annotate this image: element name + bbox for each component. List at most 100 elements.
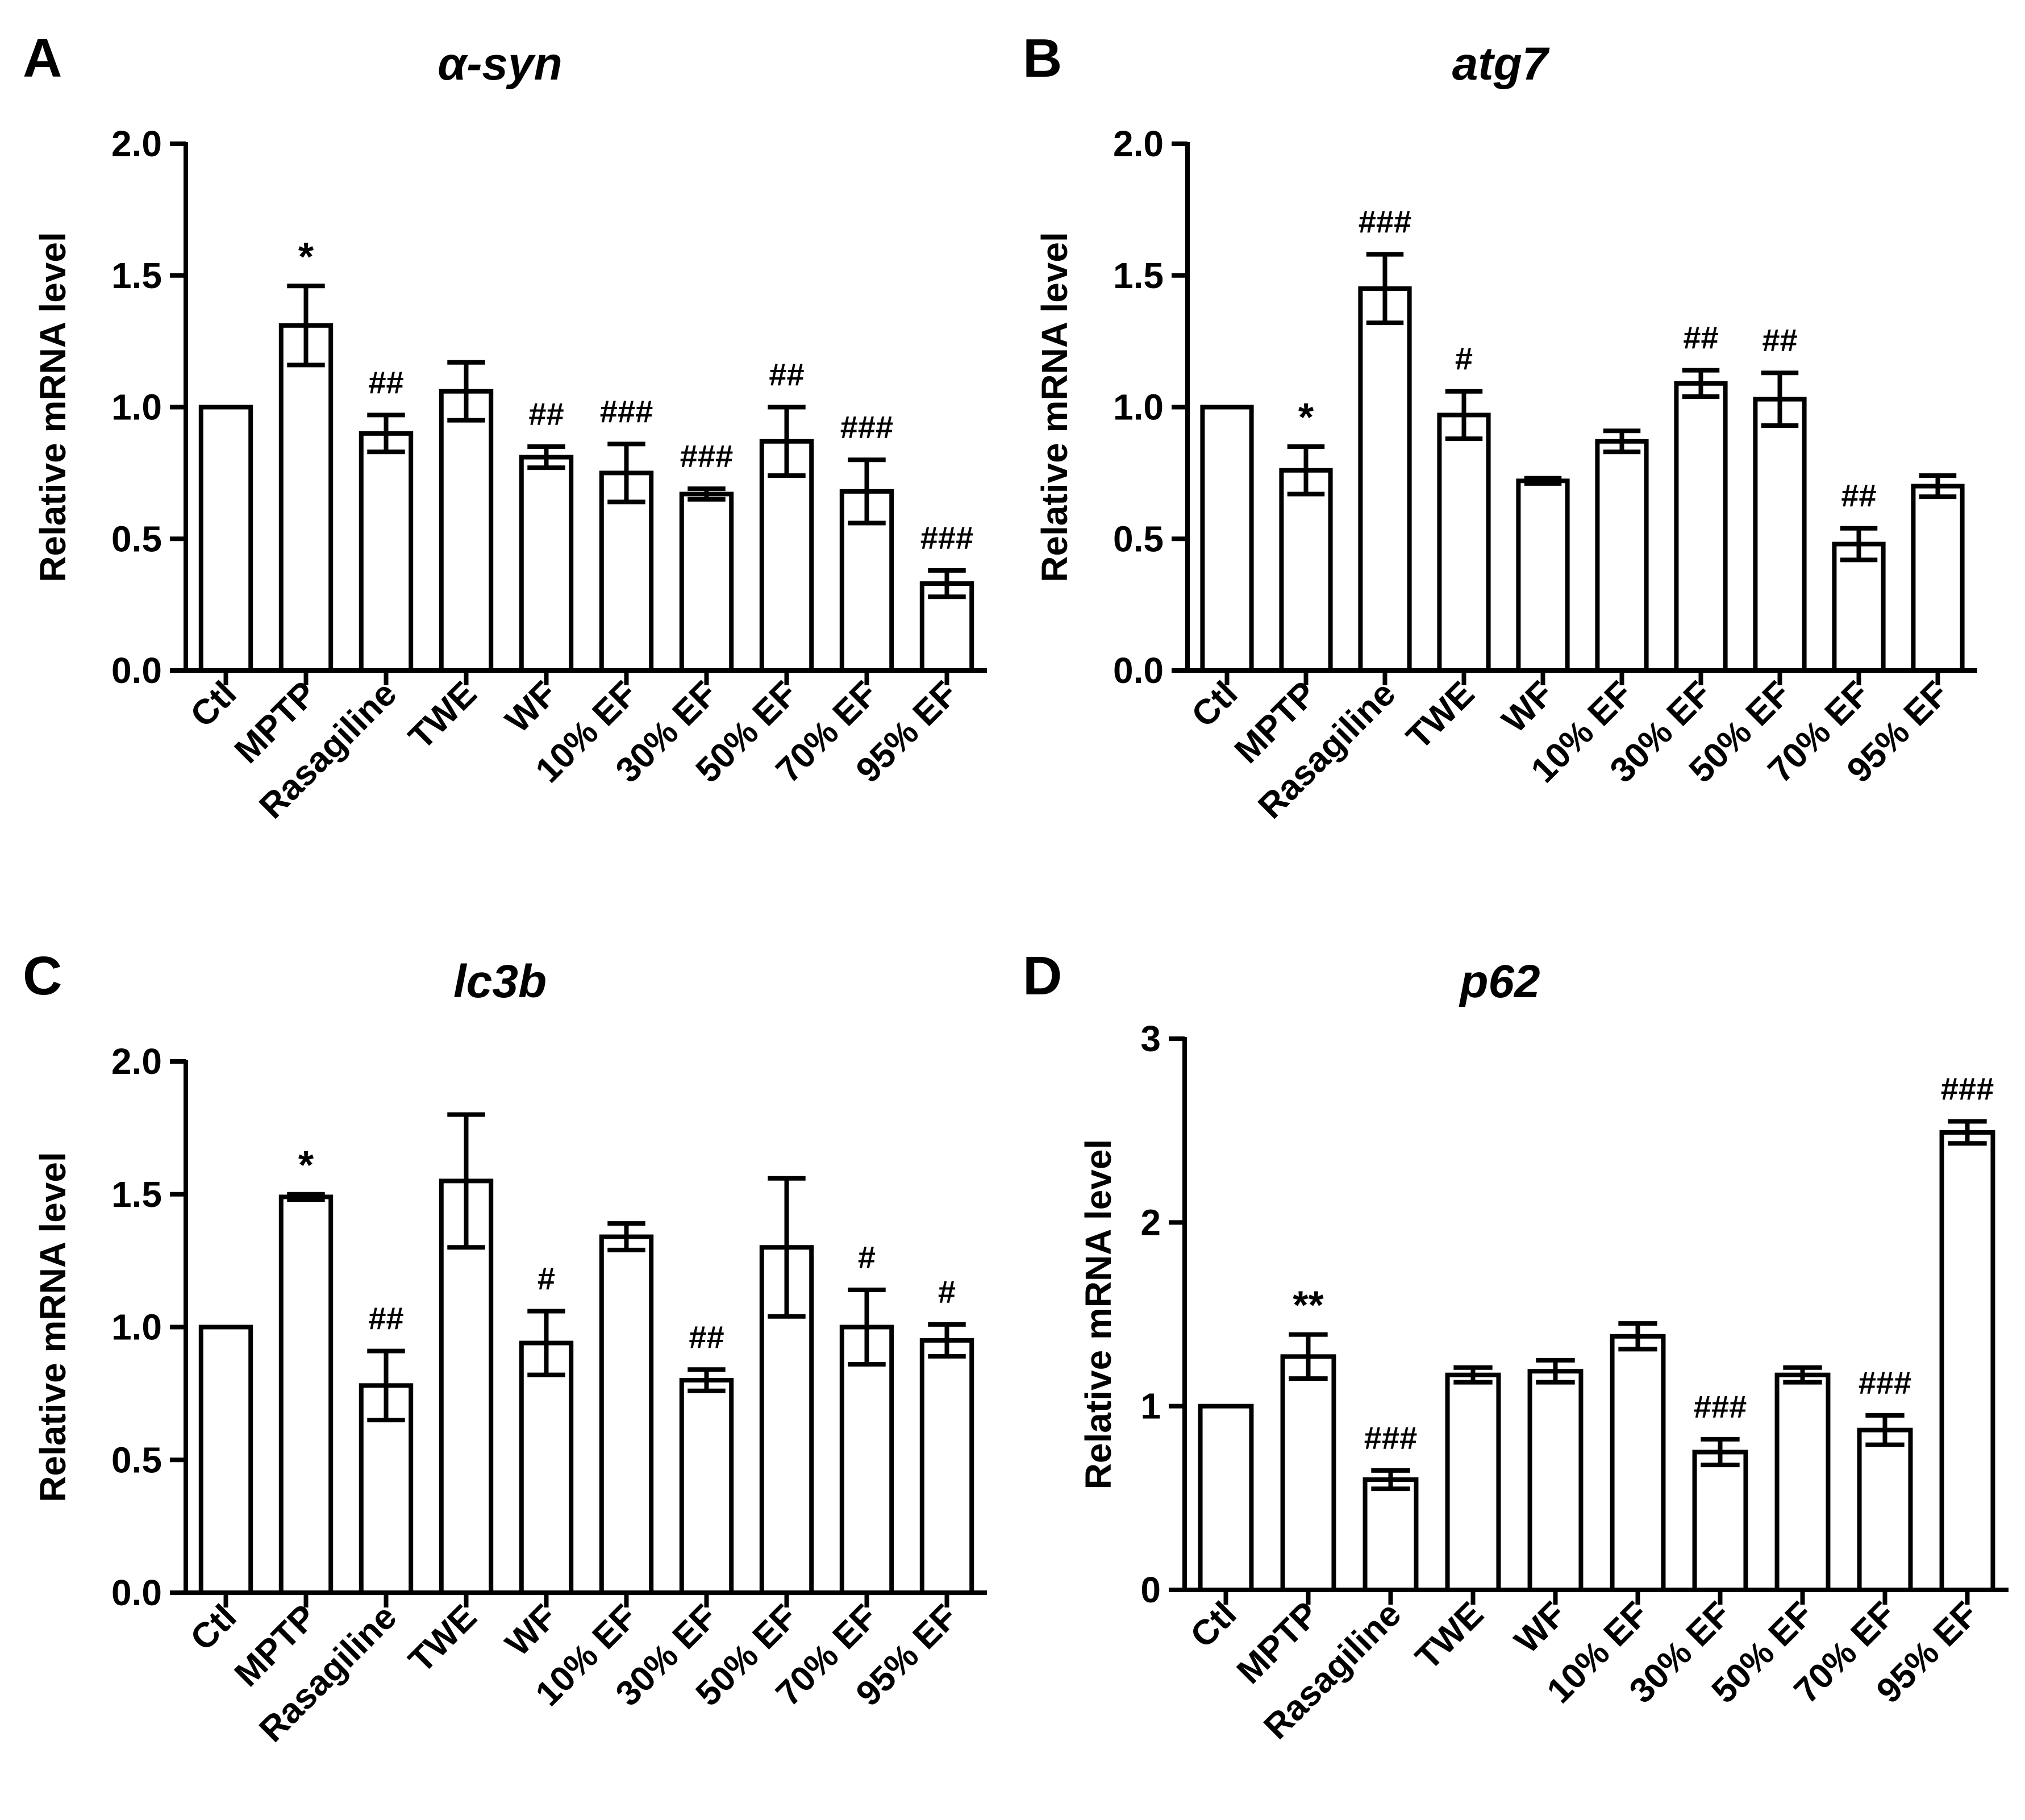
panel-letter: A [23,28,62,89]
y-tick-label: 0 [1140,1569,1161,1610]
bar [679,1378,734,1595]
bar [1692,1450,1748,1592]
x-tick-label: WF [498,1597,564,1664]
bar [1445,1372,1501,1592]
significance-label: * [1298,395,1314,439]
bar [519,455,574,673]
y-tick-label: 0.0 [111,650,162,691]
y-axis-label: Relative mRNA level [1078,1139,1119,1490]
significance-label: ### [920,520,973,556]
bar [439,389,494,673]
bar [278,1194,334,1596]
x-tick-label: TWE [1399,674,1482,757]
bar [1358,286,1412,673]
significance-label: ** [1293,1283,1324,1327]
x-tick-label: TWE [1408,1594,1491,1677]
y-tick-label: 0.5 [111,518,162,559]
significance-label: # [538,1260,555,1296]
significance-label: ### [680,438,733,474]
significance-label: ## [1841,478,1876,514]
x-tick-label: Ctl [1183,1594,1244,1655]
y-tick-label: 1.5 [111,1174,162,1215]
y-tick-label: 2.0 [1113,123,1164,164]
bar [1610,1334,1666,1593]
x-tick-label: TWE [401,1597,484,1680]
bar [359,431,414,673]
x-tick-label: Ctl [183,1597,244,1658]
y-tick-label: 1.5 [111,255,162,296]
bar [839,1325,894,1595]
y-axis-label: Relative mRNA level [1034,232,1075,582]
panel-letter: D [1023,946,1062,1006]
bar [1674,381,1728,673]
significance-label: ## [1683,320,1718,356]
bar [198,405,253,673]
x-tick-label: WF [1507,1594,1573,1661]
significance-label: ### [1941,1071,1994,1107]
bar [1527,1369,1584,1593]
bar [1939,1130,1995,1592]
chart-title: p62 [1459,956,1540,1007]
significance-label: * [298,1143,314,1187]
significance-label: # [938,1274,956,1310]
bar [1200,405,1254,673]
bar [1857,1427,1913,1592]
y-tick-label: 2.0 [111,1041,162,1082]
bar [1911,484,1965,673]
bar [1280,1354,1336,1593]
y-tick-label: 1.0 [111,387,162,428]
significance-label: ## [1762,322,1797,358]
significance-label: ## [368,364,403,400]
y-tick-label: 1.5 [1113,255,1164,296]
significance-label: ### [1859,1365,1911,1401]
x-tick-label: WF [498,674,564,740]
y-tick-label: 3 [1140,1018,1161,1059]
bar [1832,542,1886,673]
bar [1279,468,1333,673]
significance-label: ### [600,393,653,429]
y-tick-label: 0.5 [111,1439,162,1480]
y-tick-label: 0.0 [111,1572,162,1613]
bar [1516,478,1570,673]
significance-label: * [298,234,314,278]
y-tick-label: 0.5 [1113,518,1164,559]
y-tick-label: 1.0 [111,1307,162,1348]
y-tick-label: 1 [1140,1386,1161,1427]
significance-label: ### [1364,1420,1417,1456]
bar [599,470,654,673]
chart-title: atg7 [1452,38,1550,90]
bar [278,323,334,673]
bar [1753,397,1807,673]
bar [198,1325,253,1595]
y-tick-label: 0.0 [1113,650,1164,691]
y-tick-label: 1.0 [1113,387,1164,428]
significance-label: ### [1359,204,1411,240]
bar [1595,439,1649,673]
bar [919,1338,974,1595]
significance-label: ## [769,357,804,393]
chart-title: lc3b [453,956,547,1007]
bar [1774,1372,1831,1592]
significance-label: ### [1694,1389,1747,1425]
x-tick-label: Ctl [183,674,244,735]
significance-label: ## [368,1301,403,1336]
chart-title: α-syn [438,38,562,90]
x-tick-label: Ctl [1184,674,1245,735]
significance-label: # [858,1239,876,1275]
significance-label: ### [840,409,893,445]
panel-letter: B [1023,28,1062,89]
x-tick-label: TWE [401,674,484,757]
panel-letter: C [23,946,62,1006]
bar [679,492,734,673]
y-tick-label: 2 [1140,1202,1161,1243]
bar [519,1340,574,1596]
bar [1363,1477,1419,1592]
y-axis-label: Relative mRNA level [32,1152,73,1502]
bar [1198,1403,1254,1593]
significance-label: ## [528,396,564,432]
